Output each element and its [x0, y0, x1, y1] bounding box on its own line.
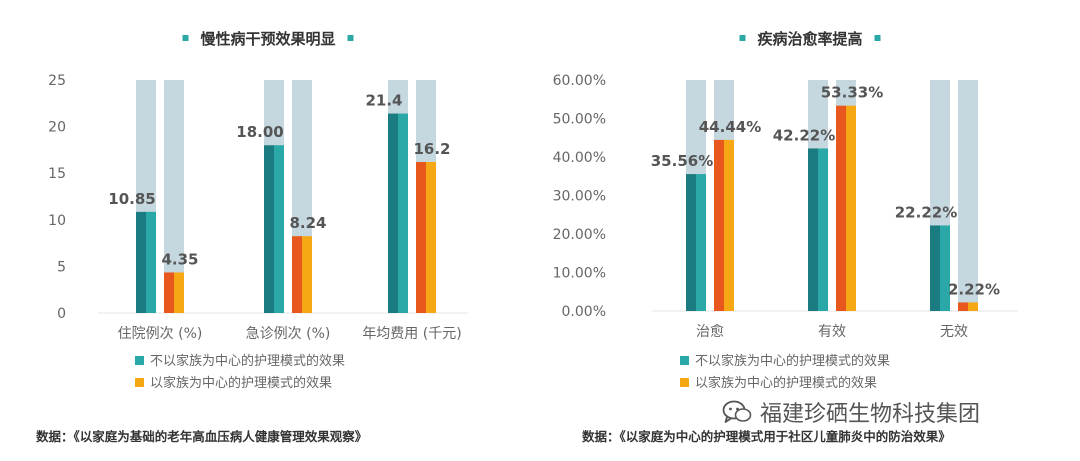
watermark: 福建珍硒生物科技集团	[722, 396, 980, 428]
chart-1-bar-1-0	[808, 148, 818, 311]
chart-0-title: 慢性病干预效果明显	[200, 30, 335, 48]
chart-1-bar-0-1	[714, 139, 724, 311]
chart-0-legend-label-1: 以家族为中心的护理模式的效果	[150, 375, 332, 391]
chart-0-data-label-0-1: 4.35	[161, 250, 198, 268]
chart-0-ytick-4: 20	[48, 120, 66, 136]
chart-0-bar-2-0-shade	[398, 113, 408, 313]
chart-1-bar-0-0-shade	[696, 174, 706, 311]
chart-0-ytick-5: 25	[48, 73, 66, 89]
chart-0-ytick-1: 5	[57, 259, 66, 275]
chart-1-bar-2-1	[958, 302, 968, 311]
chart-1-bar-2-0	[930, 225, 940, 311]
chart-1-legend-label-1: 以家族为中心的护理模式的效果	[695, 375, 877, 391]
chart-0-bar-2-1	[416, 162, 426, 313]
chart-0-legend-swatch-0	[135, 356, 144, 365]
chart-0-ytick-3: 15	[48, 166, 66, 182]
chart-1-data-label-0-0: 35.56%	[651, 152, 713, 170]
chart-0-bar-1-1-shade	[302, 236, 312, 313]
chart-0-data-label-1-0: 18.00	[236, 123, 283, 141]
chart-1-legend-swatch-1	[680, 378, 689, 387]
chart-0-bar-0-1	[164, 272, 174, 313]
source-note-left: 数据：《以家庭为基础的老年高血压病人健康管理效果观察》	[36, 429, 368, 444]
chart-1-bar-1-1-shade	[846, 105, 856, 311]
chart-0-ytick-2: 10	[48, 213, 66, 229]
chart-1-data-label-2-0: 22.22%	[895, 203, 957, 221]
chart-0-bar-1-0-shade	[274, 145, 284, 313]
chart-0-bar-2-0	[388, 113, 398, 313]
chart-1-data-label-0-1: 44.44%	[699, 118, 761, 136]
chart-0-xtick-0: 住院例次 (%)	[118, 326, 203, 342]
chart-1-track-2-1	[958, 80, 978, 311]
chart-1-bar-0-1-shade	[724, 139, 734, 311]
chart-1-title-marker-right	[874, 35, 881, 41]
wechat-icon	[722, 400, 752, 423]
chart-0-bar-0-0	[136, 211, 146, 313]
chart-0-bar-1-1	[292, 236, 302, 313]
chart-1-bar-1-0-shade	[818, 148, 828, 311]
source-note-right: 数据：《以家庭为中心的护理模式用于社区儿童肺炎中的防治效果》	[582, 429, 951, 444]
chart-1-bar-1-1	[836, 105, 846, 311]
chart-1-ytick-0: 0.00%	[562, 304, 606, 320]
chart-0-title-marker-right	[347, 35, 354, 41]
chart-0-ytick-0: 0	[57, 306, 66, 322]
chart-1-legend-swatch-0	[680, 356, 689, 365]
chart-1-ytick-1: 10.00%	[553, 266, 606, 282]
chart-0-xtick-2: 年均费用 (千元)	[362, 326, 461, 342]
chart-1-data-label-2-1: 2.22%	[948, 280, 1000, 298]
chart-0-data-label-2-0: 21.4	[365, 92, 402, 110]
chart-1-ytick-3: 30.00%	[553, 189, 606, 205]
chart-1-ytick-5: 50.00%	[553, 112, 606, 128]
chart-0-title-marker-left	[182, 35, 189, 41]
chart-1-ytick-6: 60.00%	[553, 73, 606, 89]
chart-0-bar-0-0-shade	[146, 211, 156, 313]
chart-0-data-label-1-1: 8.24	[289, 214, 326, 232]
watermark-text: 福建珍硒生物科技集团	[760, 402, 981, 427]
chart-0-bar-0-1-shade	[174, 272, 184, 313]
chart-0-bar-1-0	[264, 145, 274, 313]
chart-1-data-label-1-0: 42.22%	[773, 126, 835, 144]
chart-1-ytick-2: 20.00%	[553, 227, 606, 243]
chart-0-bar-2-1-shade	[426, 162, 436, 313]
chart-1-data-label-1-1: 53.33%	[821, 84, 883, 102]
chart-1-title-marker-left	[739, 35, 746, 41]
chart-0-data-label-2-1: 16.2	[413, 140, 450, 158]
chart-1-xtick-1: 有效	[818, 324, 846, 340]
chart-0-legend-swatch-1	[135, 378, 144, 387]
chart-0-xtick-1: 急诊例次 (%)	[246, 326, 331, 342]
chart-0-legend-label-0: 不以家族为中心的护理模式的效果	[150, 353, 345, 369]
chart-1-xtick-0: 治愈	[696, 324, 724, 340]
chart-0-track-0-1	[164, 80, 184, 313]
chart-0-data-label-0-0: 10.85	[108, 190, 155, 208]
chart-1-legend-label-0: 不以家族为中心的护理模式的效果	[695, 353, 890, 369]
chart-1-ytick-4: 40.00%	[553, 150, 606, 166]
chart-1-bar-0-0	[686, 174, 696, 311]
chart-1-title: 疾病治愈率提高	[757, 30, 862, 48]
chart-1-bar-2-1-shade	[968, 302, 978, 311]
chart-1-bar-2-0-shade	[940, 225, 950, 311]
chart-1-xtick-2: 无效	[940, 324, 968, 340]
